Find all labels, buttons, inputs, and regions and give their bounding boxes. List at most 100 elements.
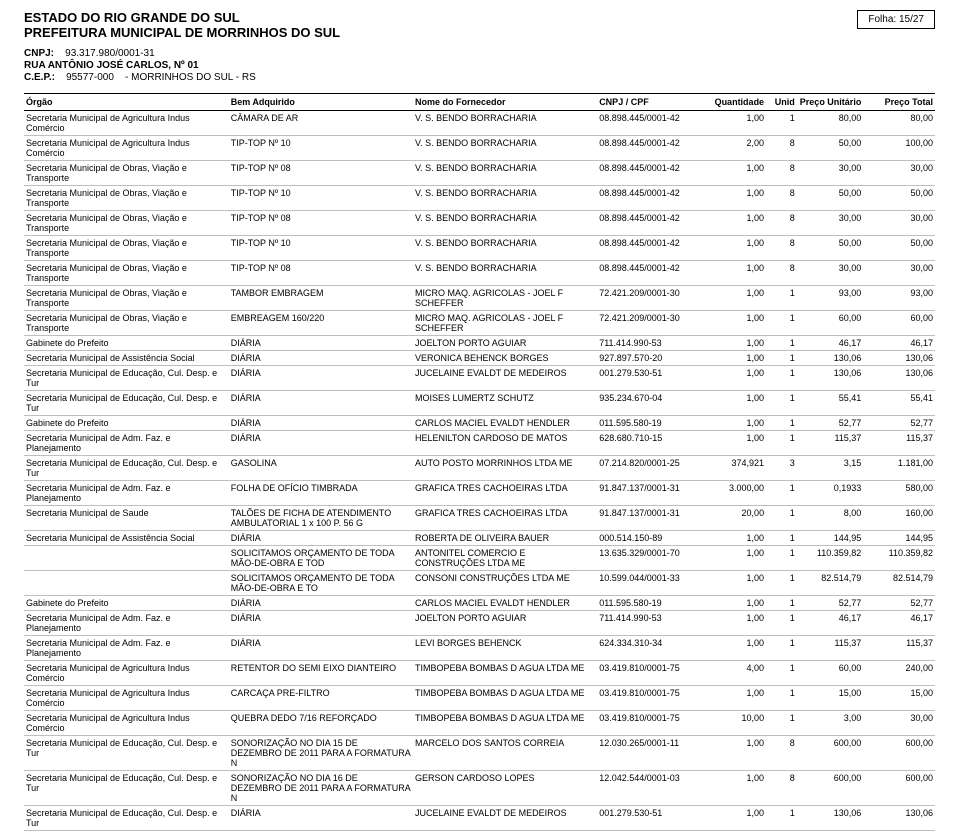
cell-orgao: Secretaria Municipal de Educação, Cul. D… (24, 391, 229, 416)
cell-cnpj: 628.680.710-15 (597, 431, 710, 456)
cell-forn: V. S. BENDO BORRACHARIA (413, 186, 597, 211)
table-row: Gabinete do PrefeitoDIÁRIAJOELTON PORTO … (24, 336, 935, 351)
cell-punit: 50,00 (797, 136, 864, 161)
cell-bem: DIÁRIA (229, 806, 413, 831)
cell-bem: TIP-TOP Nº 10 (229, 136, 413, 161)
cell-ptot: 130,06 (863, 806, 935, 831)
cell-cnpj: 03.419.810/0001-75 (597, 711, 710, 736)
cep-value: 95577-000 (66, 72, 114, 83)
cell-bem: EMBREAGEM 160/220 (229, 311, 413, 336)
cell-ptot: 100,00 (863, 136, 935, 161)
cell-bem: SOLICITAMOS ORÇAMENTO DE TODA MÃO-DE-OBR… (229, 546, 413, 571)
cell-orgao: Secretaria Municipal de Agricultura Indu… (24, 661, 229, 686)
cell-qtd: 1,00 (710, 416, 766, 431)
cell-bem: DIÁRIA (229, 611, 413, 636)
cell-orgao: Secretaria Municipal de Agricultura Indu… (24, 111, 229, 136)
cell-ptot: 110.359,82 (863, 546, 935, 571)
cell-forn: JOELTON PORTO AGUIAR (413, 611, 597, 636)
cell-ptot: 30,00 (863, 211, 935, 236)
cell-cnpj: 91.847.137/0001-31 (597, 506, 710, 531)
cell-orgao: Secretaria Municipal de Adm. Faz. e Plan… (24, 431, 229, 456)
table-row: Secretaria Municipal de Agricultura Indu… (24, 686, 935, 711)
cell-unid: 1 (766, 336, 797, 351)
table-row: Secretaria Municipal de Educação, Cul. D… (24, 736, 935, 771)
cell-punit: 15,00 (797, 686, 864, 711)
col-fornecedor: Nome do Fornecedor (413, 94, 597, 111)
cell-forn: HELENILTON CARDOSO DE MATOS (413, 431, 597, 456)
cep-label: C.E.P.: (24, 72, 55, 83)
cell-cnpj: 624.334.310-34 (597, 636, 710, 661)
cell-punit: 60,00 (797, 661, 864, 686)
table-row: Secretaria Municipal de Educação, Cul. D… (24, 771, 935, 806)
cell-orgao: Secretaria Municipal de Assistência Soci… (24, 351, 229, 366)
table-row: Secretaria Municipal de Educação, Cul. D… (24, 391, 935, 416)
cell-forn: JUCELAINE EVALDT DE MEDEIROS (413, 366, 597, 391)
table-row: Secretaria Municipal de Agricultura Indu… (24, 111, 935, 136)
cnpj-line: CNPJ: 93.317.980/0001-31 (24, 48, 935, 59)
table-row: Secretaria Municipal de Obras, Viação e … (24, 311, 935, 336)
cell-unid: 1 (766, 286, 797, 311)
cell-cnpj: 72.421.209/0001-30 (597, 311, 710, 336)
cell-qtd: 1,00 (710, 771, 766, 806)
cell-bem: CÂMARA DE AR (229, 111, 413, 136)
cell-qtd: 1,00 (710, 636, 766, 661)
cell-forn: MOISES LUMERTZ SCHUTZ (413, 391, 597, 416)
cell-punit: 3,00 (797, 711, 864, 736)
cell-ptot: 160,00 (863, 506, 935, 531)
cell-orgao: Gabinete do Prefeito (24, 416, 229, 431)
cell-punit: 130,06 (797, 806, 864, 831)
cell-bem: SONORIZAÇÃO NO DIA 15 DE DEZEMBRO DE 201… (229, 736, 413, 771)
cell-unid: 1 (766, 596, 797, 611)
cell-punit: 110.359,82 (797, 546, 864, 571)
cell-orgao: Secretaria Municipal de Adm. Faz. e Plan… (24, 481, 229, 506)
cell-bem: TIP-TOP Nº 08 (229, 161, 413, 186)
cell-ptot: 600,00 (863, 771, 935, 806)
cell-forn: LEVI BORGES BEHENCK (413, 636, 597, 661)
cell-unid: 8 (766, 236, 797, 261)
cell-unid: 8 (766, 771, 797, 806)
cell-bem: DIÁRIA (229, 636, 413, 661)
cell-orgao: Secretaria Municipal de Obras, Viação e … (24, 286, 229, 311)
cell-qtd: 1,00 (710, 186, 766, 211)
cell-forn: MICRO MAQ. AGRICOLAS - JOEL F SCHEFFER (413, 286, 597, 311)
table-row: Secretaria Municipal de Educação, Cul. D… (24, 806, 935, 831)
cell-cnpj: 711.414.990-53 (597, 336, 710, 351)
cell-ptot: 82.514,79 (863, 571, 935, 596)
cell-qtd: 1,00 (710, 686, 766, 711)
cell-forn: V. S. BENDO BORRACHARIA (413, 261, 597, 286)
table-row: Secretaria Municipal de Educação, Cul. D… (24, 456, 935, 481)
cell-ptot: 1.181,00 (863, 456, 935, 481)
cell-ptot: 60,00 (863, 311, 935, 336)
cell-ptot: 600,00 (863, 736, 935, 771)
cell-unid: 1 (766, 711, 797, 736)
cell-orgao (24, 546, 229, 571)
cnpj-value: 93.317.980/0001-31 (65, 48, 155, 59)
cell-qtd: 20,00 (710, 506, 766, 531)
cell-qtd: 1,00 (710, 596, 766, 611)
cell-ptot: 115,37 (863, 431, 935, 456)
table-header-row: Órgão Bem Adquirido Nome do Fornecedor C… (24, 94, 935, 111)
cell-qtd: 1,00 (710, 236, 766, 261)
cell-orgao: Secretaria Municipal de Saude (24, 506, 229, 531)
cell-forn: TIMBOPEBA BOMBAS D AGUA LTDA ME (413, 661, 597, 686)
cell-punit: 93,00 (797, 286, 864, 311)
cell-unid: 1 (766, 611, 797, 636)
cell-punit: 52,77 (797, 596, 864, 611)
cell-forn: V. S. BENDO BORRACHARIA (413, 111, 597, 136)
cell-ptot: 46,17 (863, 611, 935, 636)
cell-qtd: 1,00 (710, 571, 766, 596)
table-row: Secretaria Municipal de Agricultura Indu… (24, 136, 935, 161)
cell-orgao: Secretaria Municipal de Educação, Cul. D… (24, 366, 229, 391)
cell-unid: 1 (766, 636, 797, 661)
cell-cnpj: 08.898.445/0001-42 (597, 211, 710, 236)
cell-qtd: 1,00 (710, 546, 766, 571)
cell-qtd: 1,00 (710, 311, 766, 336)
cell-ptot: 15,00 (863, 686, 935, 711)
cell-qtd: 1,00 (710, 611, 766, 636)
cell-bem: SONORIZAÇÃO NO DIA 16 DE DEZEMBRO DE 201… (229, 771, 413, 806)
cell-unid: 1 (766, 806, 797, 831)
table-row: Secretaria Municipal de Adm. Faz. e Plan… (24, 611, 935, 636)
col-orgao: Órgão (24, 94, 229, 111)
cell-unid: 1 (766, 311, 797, 336)
cell-punit: 8,00 (797, 506, 864, 531)
